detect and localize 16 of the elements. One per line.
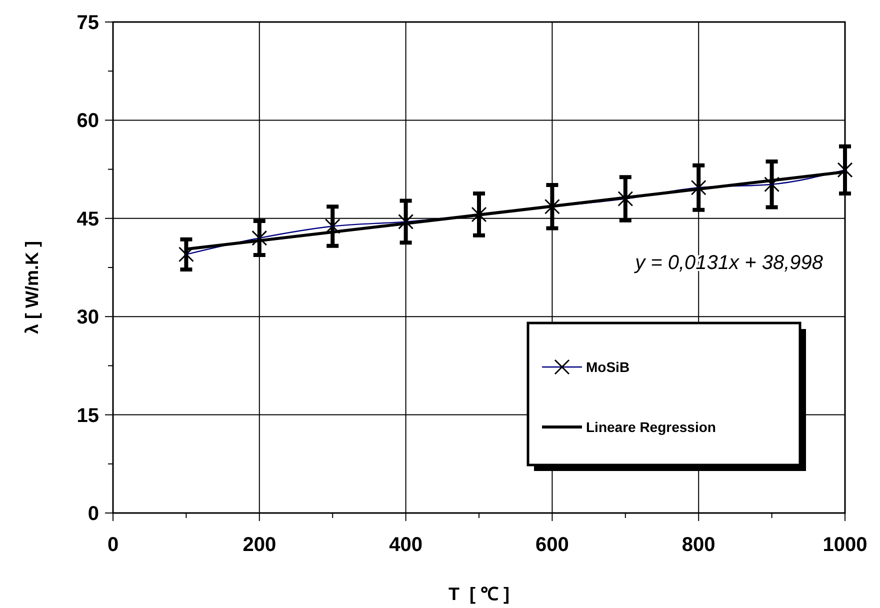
x-tick-label: 800 <box>682 534 716 556</box>
y-tick-label: 15 <box>76 404 99 427</box>
y-tick-label: 60 <box>76 110 99 132</box>
x-axis-title: T [ ℃ ] <box>448 584 510 604</box>
legend-label: Lineare Regression <box>586 419 716 435</box>
x-tick-label: 600 <box>536 534 569 556</box>
y-tick-label: 0 <box>88 503 99 525</box>
legend-label: MoSiB <box>586 359 630 375</box>
x-tick-label: 400 <box>389 534 422 556</box>
x-tick-label: 1000 <box>822 534 868 556</box>
y-tick-label: 30 <box>76 306 99 329</box>
y-tick-label: 75 <box>76 12 99 34</box>
x-tick-label: 200 <box>242 534 276 556</box>
y-axis-title: λ [ W/m.K ] <box>22 241 42 334</box>
x-tick-label: 0 <box>107 534 119 556</box>
y-tick-label: 45 <box>76 208 99 230</box>
